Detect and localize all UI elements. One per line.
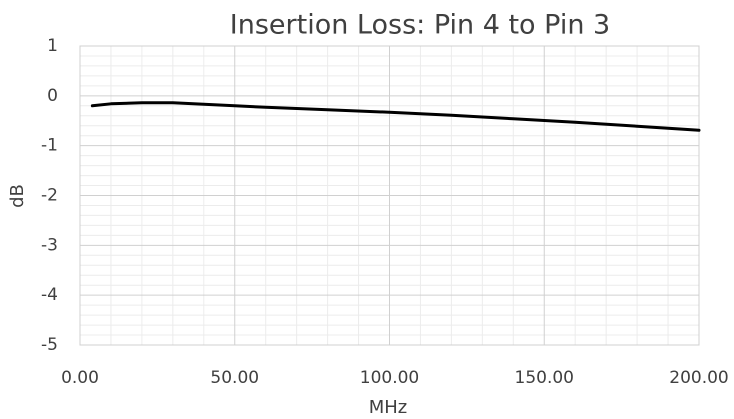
data-line (90, 101, 701, 132)
y-tick-label: -3 (41, 235, 58, 255)
x-tick-label: 50.00 (210, 368, 259, 388)
y-tick-label: -2 (41, 186, 58, 206)
x-axis-title: MHz (369, 397, 408, 418)
y-axis-title: dB (7, 184, 28, 208)
x-tick-label: 150.00 (515, 368, 574, 388)
y-tick-label: 1 (47, 36, 58, 56)
y-tick-label: 0 (47, 86, 58, 106)
x-tick-label: 200.00 (669, 368, 728, 388)
x-tick-label: 0.00 (61, 368, 99, 388)
y-tick-label: -5 (41, 335, 58, 355)
chart-title: Insertion Loss: Pin 4 to Pin 3 (230, 10, 610, 41)
y-tick-label: -1 (41, 136, 58, 156)
plot-border (79, 45, 700, 346)
x-tick-label: 100.00 (360, 368, 419, 388)
y-tick-label: -4 (41, 285, 58, 305)
